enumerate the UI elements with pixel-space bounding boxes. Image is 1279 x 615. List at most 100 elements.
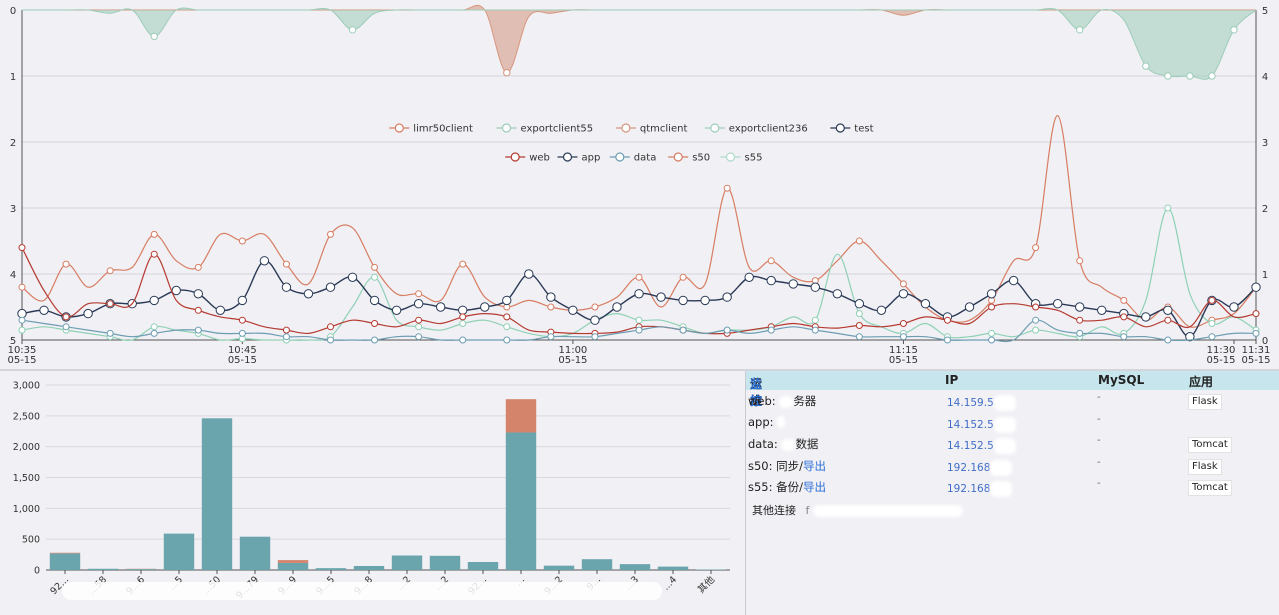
bar-segment[interactable] xyxy=(467,561,499,570)
legend-item-data[interactable]: data xyxy=(609,152,657,164)
point-data[interactable] xyxy=(62,323,70,331)
point-limr50client[interactable] xyxy=(767,257,775,265)
point-test[interactable] xyxy=(193,289,203,299)
point-limr50client[interactable] xyxy=(150,230,158,238)
point-limr50client[interactable] xyxy=(194,263,202,271)
point-test[interactable] xyxy=(744,272,754,282)
point-test[interactable] xyxy=(722,292,732,302)
point-data[interactable] xyxy=(1208,333,1216,341)
bar-segment[interactable] xyxy=(87,568,119,570)
point-data[interactable] xyxy=(150,329,158,337)
bar-segment[interactable] xyxy=(49,552,81,554)
point-data[interactable] xyxy=(1120,333,1128,341)
point-test[interactable] xyxy=(1097,305,1107,315)
point-test[interactable] xyxy=(920,299,931,309)
legend-item-web[interactable]: web xyxy=(505,152,550,164)
legend-item-s55[interactable]: s55 xyxy=(720,152,763,164)
bar-segment[interactable] xyxy=(353,565,385,570)
point-data[interactable] xyxy=(1076,329,1084,337)
point-test[interactable] xyxy=(766,275,776,286)
point-test[interactable] xyxy=(964,302,975,312)
bar-segment[interactable] xyxy=(581,559,613,570)
legend-item-limr50client[interactable]: limr50client xyxy=(389,123,473,135)
point-web[interactable] xyxy=(944,316,951,324)
legend-item-qtmclient[interactable]: qtmclient xyxy=(615,123,688,135)
point-test[interactable] xyxy=(303,289,314,299)
point-web[interactable] xyxy=(62,313,70,321)
point-web[interactable] xyxy=(855,321,863,329)
point-web[interactable] xyxy=(1164,316,1172,324)
point-exportclient236[interactable] xyxy=(1186,72,1194,80)
bar-segment[interactable] xyxy=(543,565,575,570)
point-exportclient55[interactable] xyxy=(18,326,26,334)
chart-legend[interactable]: limr50client exportclient55 qtmclient expor… xyxy=(389,123,874,164)
header-monitor-link[interactable]: 监控 xyxy=(750,377,763,408)
bar-segment[interactable] xyxy=(125,569,157,570)
point-test[interactable] xyxy=(237,295,248,306)
point-exportclient55[interactable] xyxy=(371,273,379,281)
point-test[interactable] xyxy=(568,305,578,315)
point-test[interactable] xyxy=(678,295,688,306)
point-web[interactable] xyxy=(150,250,158,258)
legend-item-app[interactable]: app xyxy=(557,152,601,164)
point-data[interactable] xyxy=(194,326,202,334)
point-limr50client[interactable] xyxy=(238,237,246,245)
point-web[interactable] xyxy=(415,316,423,324)
legend-item-test[interactable]: test xyxy=(830,123,874,135)
point-test[interactable] xyxy=(1163,305,1173,315)
point-exportclient55[interactable] xyxy=(1164,204,1172,212)
point-test[interactable] xyxy=(502,295,512,306)
point-limr50client[interactable] xyxy=(106,267,114,275)
point-limr50client[interactable] xyxy=(1076,257,1084,265)
point-test[interactable] xyxy=(1185,332,1195,342)
point-test[interactable] xyxy=(590,315,600,325)
point-data[interactable] xyxy=(1032,316,1040,324)
server-ip[interactable]: 14.152.5 xyxy=(947,416,1016,433)
point-test[interactable] xyxy=(39,305,49,315)
point-data[interactable] xyxy=(459,336,467,344)
point-test[interactable] xyxy=(788,279,798,289)
point-limr50client[interactable] xyxy=(503,69,511,77)
point-limr50client[interactable] xyxy=(459,260,467,268)
point-web[interactable] xyxy=(371,320,379,327)
point-data[interactable] xyxy=(767,326,775,334)
point-limr50client[interactable] xyxy=(415,290,423,298)
point-web[interactable] xyxy=(1032,303,1040,311)
point-exportclient236[interactable] xyxy=(1142,62,1150,70)
server-name-link[interactable]: 导出 xyxy=(803,480,827,494)
point-test[interactable] xyxy=(546,292,556,302)
point-data[interactable] xyxy=(679,326,687,334)
point-data[interactable] xyxy=(811,326,819,334)
point-test[interactable] xyxy=(259,256,270,266)
point-limr50client[interactable] xyxy=(1032,244,1040,252)
legend-item-exportclient236[interactable]: exportclient236 xyxy=(704,123,808,135)
table-row[interactable]: web: 务器 14.159.5 - Flask xyxy=(746,390,1279,412)
point-test[interactable] xyxy=(83,308,93,319)
point-test[interactable] xyxy=(215,305,226,315)
server-ip[interactable]: 192.168 xyxy=(947,481,1013,497)
point-test[interactable] xyxy=(524,269,534,279)
point-exportclient55[interactable] xyxy=(988,329,996,337)
server-name-link[interactable]: 导出 xyxy=(803,458,827,473)
point-data[interactable] xyxy=(1164,336,1172,344)
point-limr50client[interactable] xyxy=(591,303,599,311)
point-data[interactable] xyxy=(282,333,290,341)
point-test[interactable] xyxy=(1052,299,1063,309)
server-ip[interactable]: 192.168 xyxy=(947,459,1013,476)
point-test[interactable] xyxy=(458,305,468,315)
point-limr50client[interactable] xyxy=(723,184,731,192)
point-exportclient55[interactable] xyxy=(1208,320,1216,327)
point-exportclient55[interactable] xyxy=(503,323,511,331)
point-web[interactable] xyxy=(1120,313,1128,321)
point-test[interactable] xyxy=(325,282,336,292)
point-web[interactable] xyxy=(1208,296,1216,304)
legend-item-exportclient55[interactable]: exportclient55 xyxy=(496,123,594,135)
point-test[interactable] xyxy=(854,299,865,309)
bar-segment[interactable] xyxy=(49,553,81,570)
point-test[interactable] xyxy=(810,282,820,292)
point-exportclient55[interactable] xyxy=(1032,326,1040,334)
point-data[interactable] xyxy=(899,333,907,341)
point-limr50client[interactable] xyxy=(635,273,643,281)
point-web[interactable] xyxy=(18,244,26,252)
point-exportclient236[interactable] xyxy=(1164,72,1172,80)
